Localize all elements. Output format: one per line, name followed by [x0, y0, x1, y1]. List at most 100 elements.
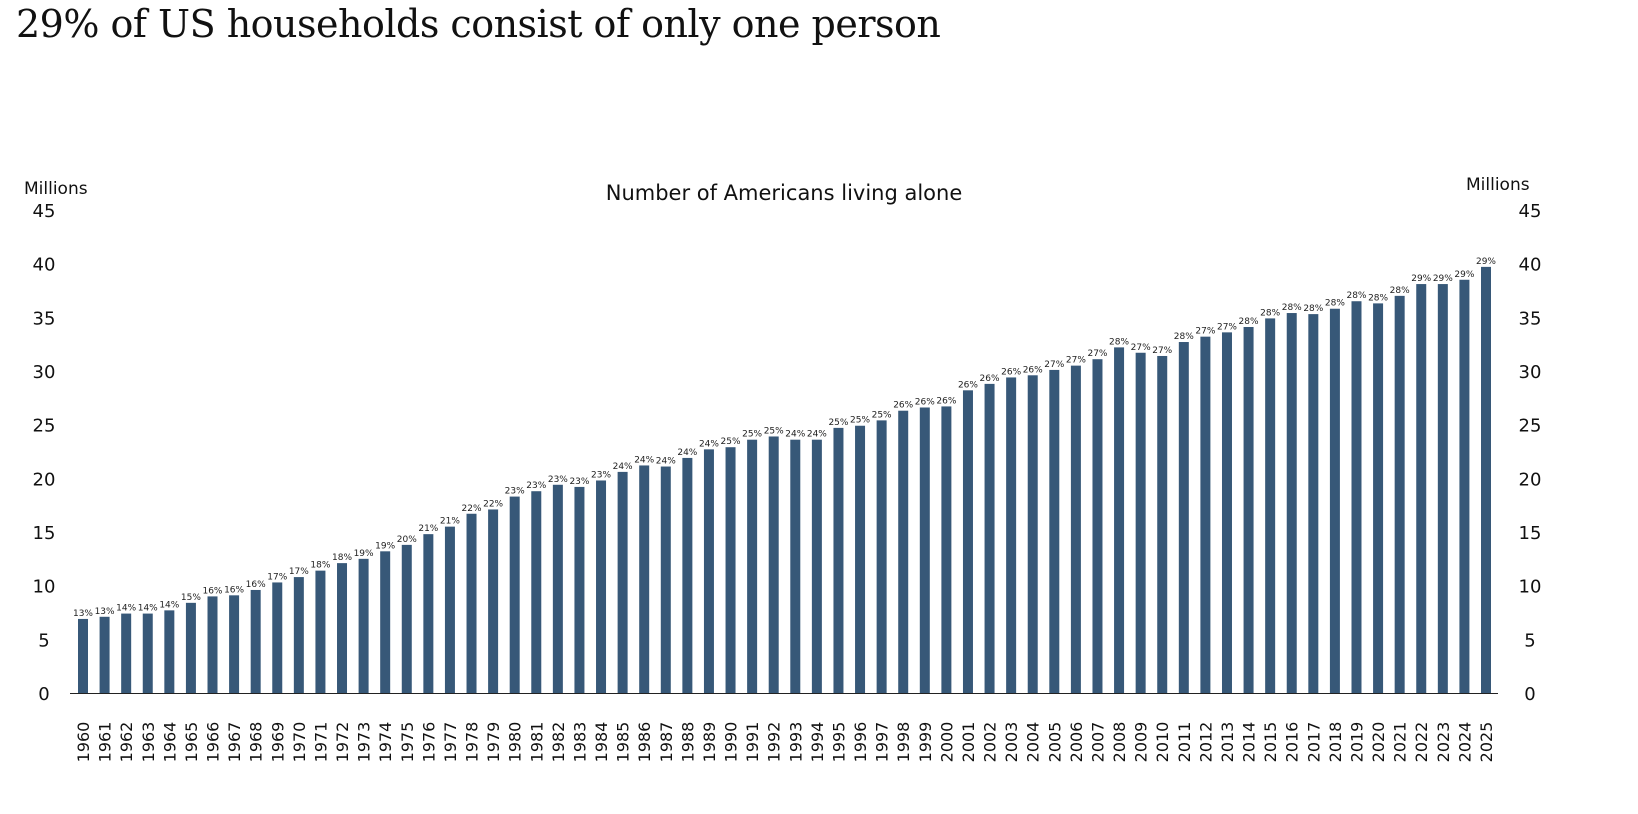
data-label: 17% — [289, 567, 309, 577]
data-label: 28% — [1390, 286, 1410, 296]
data-label: 29% — [1476, 257, 1496, 267]
bar-1965 — [185, 602, 196, 693]
bar-1960 — [78, 618, 88, 693]
x-tick-label: 2011 — [1175, 722, 1194, 763]
bar-2009 — [1135, 352, 1146, 693]
y-tick-label-left: 30 — [33, 362, 56, 383]
x-tick-label: 2017 — [1304, 722, 1323, 763]
x-tick-label: 1997 — [873, 722, 892, 763]
x-tick-label: 2015 — [1261, 722, 1280, 763]
y-tick-label-right: 15 — [1519, 523, 1542, 544]
data-label: 24% — [656, 457, 676, 467]
bar-1984 — [596, 480, 607, 693]
data-label: 25% — [850, 416, 870, 426]
y-tick-label-left: 20 — [33, 469, 56, 490]
page-title: 29% of US households consist of only one… — [16, 2, 941, 46]
y-tick-label-left: 35 — [33, 308, 56, 329]
x-tick-label: 2001 — [959, 722, 978, 763]
bar-1991 — [747, 439, 758, 693]
bar-1992 — [768, 436, 779, 693]
bar-1973 — [358, 558, 369, 693]
bar-1962 — [121, 613, 132, 693]
bar-1997 — [876, 420, 887, 693]
bar-1979 — [488, 509, 499, 693]
data-label: 15% — [181, 593, 201, 603]
x-tick-label: 2006 — [1067, 722, 1086, 763]
bar-2001 — [962, 390, 973, 693]
bar-1963 — [142, 613, 153, 693]
bar-1989 — [703, 449, 714, 693]
x-tick-label: 2010 — [1153, 722, 1172, 763]
data-label: 24% — [785, 430, 805, 440]
data-label: 28% — [1282, 303, 1302, 313]
x-tick-label: 1960 — [74, 722, 93, 763]
bar-2014 — [1243, 326, 1254, 693]
data-label: 27% — [1087, 349, 1107, 359]
data-label: 21% — [440, 517, 460, 527]
data-label: 14% — [138, 604, 158, 614]
y-tick-label-right: 10 — [1519, 577, 1542, 598]
bar-2015 — [1265, 318, 1276, 693]
x-tick-label: 2020 — [1369, 722, 1388, 763]
bar-1968 — [250, 589, 261, 693]
data-label: 25% — [828, 418, 848, 428]
y-tick-label-right: 5 — [1524, 630, 1535, 651]
x-tick-label: 1988 — [678, 722, 697, 763]
x-tick-label: 2014 — [1240, 722, 1259, 763]
x-tick-label: 2013 — [1218, 722, 1237, 763]
y-tick-label-right: 0 — [1524, 684, 1535, 705]
x-tick-label: 1969 — [268, 722, 287, 763]
bar-2005 — [1049, 369, 1060, 693]
x-tick-label: 1968 — [247, 722, 266, 763]
bar-1967 — [229, 595, 240, 693]
data-label: 13% — [95, 607, 115, 617]
x-tick-label: 2009 — [1132, 722, 1151, 763]
bar-1995 — [833, 427, 844, 693]
y-tick-label-right: 45 — [1519, 201, 1542, 222]
y-tick-label-left: 40 — [33, 255, 56, 276]
data-label: 27% — [1195, 327, 1215, 337]
data-label: 21% — [418, 524, 438, 534]
data-label: 23% — [548, 475, 568, 485]
x-tick-label: 1974 — [376, 722, 395, 763]
x-tick-label: 1966 — [204, 722, 223, 763]
data-label: 24% — [634, 455, 654, 465]
y-tick-label-left: 45 — [33, 201, 56, 222]
x-tick-label: 1984 — [592, 722, 611, 763]
x-tick-label: 2005 — [1045, 722, 1064, 763]
x-tick-label: 1976 — [419, 722, 438, 763]
bar-1986 — [639, 465, 650, 693]
data-label: 27% — [1217, 322, 1237, 332]
bar-2018 — [1329, 308, 1340, 693]
data-label: 24% — [699, 439, 719, 449]
bar-2022 — [1416, 284, 1427, 693]
data-label: 19% — [354, 549, 374, 559]
x-tick-label: 2004 — [1024, 722, 1043, 763]
bar-1976 — [423, 534, 434, 693]
x-tick-label: 2018 — [1326, 722, 1345, 763]
bar-1985 — [617, 471, 628, 693]
x-tick-label: 1979 — [484, 722, 503, 763]
data-label: 16% — [202, 586, 222, 596]
x-tick-label: 1980 — [506, 722, 525, 763]
x-tick-label: 1990 — [722, 722, 741, 763]
data-label: 25% — [764, 426, 784, 436]
x-tick-label: 1977 — [441, 722, 460, 763]
x-tick-label: 2019 — [1347, 722, 1366, 763]
x-tick-label: 2012 — [1196, 722, 1215, 763]
data-label: 25% — [872, 410, 892, 420]
x-tick-label: 1965 — [182, 722, 201, 763]
bar-1998 — [898, 410, 909, 693]
bar-2003 — [1006, 377, 1017, 693]
y-tick-label-right: 30 — [1519, 362, 1542, 383]
x-tick-label: 2002 — [981, 722, 1000, 763]
data-label: 26% — [980, 374, 1000, 384]
x-tick-label: 1982 — [549, 722, 568, 763]
data-label: 18% — [332, 553, 352, 563]
x-tick-label: 1985 — [614, 722, 633, 763]
data-label: 27% — [1044, 360, 1064, 370]
x-tick-label: 1972 — [333, 722, 352, 763]
bar-1961 — [99, 616, 110, 693]
bar-2017 — [1308, 314, 1319, 693]
